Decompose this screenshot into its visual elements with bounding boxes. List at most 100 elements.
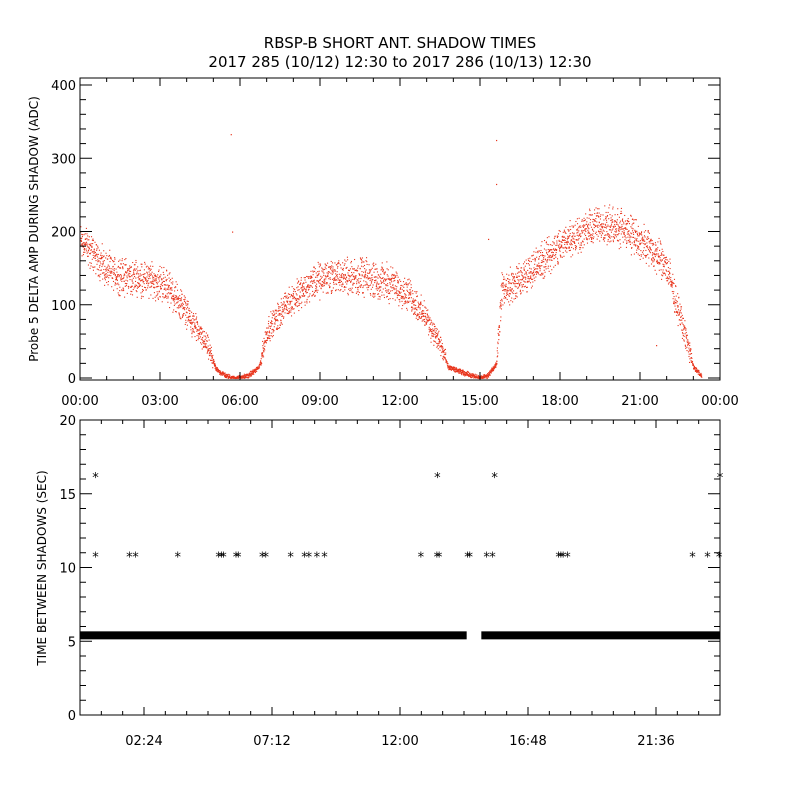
amp-data-point xyxy=(548,236,550,238)
amp-data-point xyxy=(496,350,498,352)
amp-data-point xyxy=(564,231,566,233)
amp-data-point xyxy=(607,224,609,226)
amp-data-point xyxy=(207,345,209,347)
amp-data-point xyxy=(690,360,692,362)
amp-data-point xyxy=(148,274,150,276)
amp-data-point xyxy=(592,242,594,244)
amp-data-point xyxy=(181,305,183,307)
amp-data-point xyxy=(392,277,395,279)
amp-data-point xyxy=(499,331,501,333)
amp-data-point xyxy=(158,269,160,271)
amp-data-point xyxy=(505,297,507,299)
amp-data-point xyxy=(658,255,660,257)
amp-data-point xyxy=(419,317,421,319)
amp-data-point xyxy=(492,370,495,372)
amp-data-point xyxy=(658,256,660,258)
amp-data-point xyxy=(211,357,213,359)
amp-data-point xyxy=(645,256,647,258)
amp-data-point xyxy=(342,267,344,269)
amp-data-point xyxy=(379,298,381,300)
amp-data-point xyxy=(369,293,371,295)
amp-data-point xyxy=(413,313,415,315)
amp-data-point xyxy=(583,224,585,226)
amp-data-point xyxy=(205,337,207,339)
amp-data-point xyxy=(422,319,424,321)
amp-data-point xyxy=(679,303,681,305)
amp-data-point xyxy=(428,334,430,336)
amp-data-point xyxy=(300,279,302,281)
amp-data-point xyxy=(296,278,298,280)
amp-data-point xyxy=(404,297,406,299)
amp-data-point xyxy=(201,331,203,334)
amp-data-point xyxy=(594,224,596,226)
amp-data-point xyxy=(658,255,660,257)
amp-data-point xyxy=(311,280,313,282)
interval-star-10-8: * xyxy=(233,551,240,566)
amp-data-point xyxy=(526,274,528,276)
amp-data-point xyxy=(571,246,573,248)
amp-data-point xyxy=(669,262,671,264)
amp-data-point xyxy=(576,239,578,241)
amp-data-point xyxy=(655,253,657,255)
amp-data-point xyxy=(681,319,683,321)
amp-data-point xyxy=(629,239,631,241)
amp-data-point xyxy=(667,280,669,282)
amp-data-point xyxy=(324,283,326,285)
amp-data-point xyxy=(107,284,109,286)
amp-data-point xyxy=(618,226,620,228)
amp-data-point xyxy=(296,299,298,301)
amp-data-point xyxy=(618,230,620,232)
amp-data-point xyxy=(527,269,529,271)
amp-data-point xyxy=(530,276,532,278)
amp-data-point xyxy=(193,326,196,328)
amp-data-point xyxy=(619,226,621,228)
amp-data-point xyxy=(519,284,521,286)
amp-data-point xyxy=(201,348,203,350)
amp-data-point xyxy=(473,374,475,376)
amp-data-point xyxy=(404,301,406,303)
amp-data-point xyxy=(281,315,283,318)
amp-data-point xyxy=(533,251,535,253)
amp-data-point xyxy=(155,295,157,297)
amp-data-point xyxy=(558,246,560,248)
amp-data-point xyxy=(172,295,175,297)
amp-data-point xyxy=(391,277,393,280)
amp-data-point xyxy=(523,268,525,271)
amp-data-point xyxy=(623,227,626,229)
amp-data-point xyxy=(516,275,518,277)
amp-data-point xyxy=(365,257,368,259)
amp-data-point xyxy=(531,255,533,257)
amp-data-point xyxy=(89,245,91,247)
amp-data-point xyxy=(195,319,197,321)
amp-data-point xyxy=(96,263,98,265)
amp-data-point xyxy=(339,276,341,278)
amp-data-point xyxy=(528,280,530,282)
amp-data-point xyxy=(675,285,677,288)
amp-data-point xyxy=(223,374,225,376)
amp-data-point xyxy=(658,261,660,264)
amp-data-point xyxy=(514,285,516,287)
amp-data-point xyxy=(688,355,690,358)
amp-x-tick-label: 09:00 xyxy=(301,394,338,409)
amp-data-point xyxy=(82,242,84,244)
amp-data-point xyxy=(117,292,119,294)
amp-data-point xyxy=(522,290,524,292)
interval-star-10-8: * xyxy=(235,551,242,566)
amp-data-point xyxy=(278,327,280,330)
amp-data-point xyxy=(140,263,142,265)
amp-data-point xyxy=(406,309,408,311)
amp-data-point xyxy=(333,269,335,271)
amp-data-point xyxy=(535,276,537,278)
amp-data-point xyxy=(519,285,521,287)
amp-data-point xyxy=(401,296,403,298)
amp-data-point xyxy=(631,224,633,226)
amp-data-point xyxy=(380,286,382,288)
amp-data-point xyxy=(130,285,133,287)
amp-data-point xyxy=(300,303,302,305)
amp-data-point xyxy=(572,248,575,250)
amp-data-point xyxy=(467,374,469,376)
amp-data-point xyxy=(471,373,473,375)
amp-data-point xyxy=(410,291,412,293)
amp-data-point xyxy=(650,240,652,242)
amp-data-point xyxy=(188,316,190,318)
